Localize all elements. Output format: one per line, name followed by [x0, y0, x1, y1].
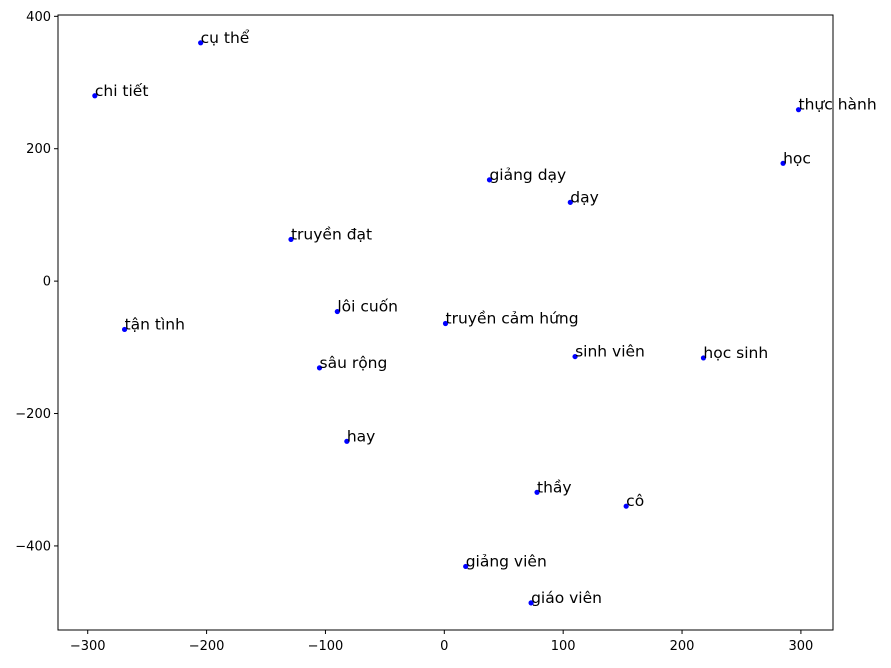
ticks-layer: −300 −200 −100 0 100 200 300 −400 −200 0 200 400 [15, 10, 813, 654]
data-point [795, 107, 802, 113]
x-tick-label: 0 [440, 639, 448, 654]
point-label: thầy [537, 478, 572, 496]
point-label: chi tiết [95, 82, 149, 100]
data-point [121, 326, 128, 333]
data-point [623, 503, 629, 509]
data-point [572, 353, 578, 360]
point-label: hay [347, 427, 376, 445]
y-tick-label: −200 [15, 407, 51, 422]
point-label: truyền đạt [291, 225, 372, 243]
x-tick-label: −300 [70, 639, 106, 654]
point-label: giảng viên [466, 552, 547, 570]
data-point [92, 93, 98, 99]
plot-frame [57, 14, 834, 631]
point-label: thực hành [799, 96, 877, 114]
data-point [344, 438, 350, 444]
point-label: tận tình [125, 315, 185, 333]
x-tick-label: 100 [551, 639, 576, 654]
point-label: học [783, 149, 811, 167]
y-tick-label: 400 [26, 10, 51, 25]
data-point [486, 177, 493, 183]
point-label: giảng dạy [489, 166, 566, 184]
point-label: học sinh [703, 344, 768, 362]
data-point [534, 489, 540, 495]
point-label: lôi cuốn [337, 298, 398, 316]
data-point [316, 365, 323, 371]
point-label: truyền cảm hứng [446, 309, 579, 327]
data-point [567, 199, 573, 205]
x-tick-label: −100 [308, 639, 344, 654]
point-label: sâu rộng [320, 354, 388, 372]
point-label: giáo viên [531, 589, 602, 607]
data-point [334, 308, 340, 315]
data-point [288, 236, 294, 243]
point-label: sinh viên [575, 343, 645, 361]
data-point [198, 40, 204, 46]
y-tick-label: 200 [26, 142, 51, 157]
data-point [528, 600, 534, 606]
data-point [700, 355, 707, 361]
y-tick-label: −400 [15, 539, 51, 554]
x-tick-label: −200 [189, 639, 225, 654]
y-tick-label: 0 [43, 275, 51, 290]
points-layer [92, 40, 802, 606]
point-label: cô [626, 492, 644, 510]
point-label: cụ thể [201, 29, 250, 47]
data-point [463, 563, 469, 570]
data-point [780, 160, 786, 166]
data-point [442, 320, 449, 327]
x-tick-label: 300 [788, 639, 813, 654]
x-tick-label: 200 [670, 639, 695, 654]
point-label: dạy [570, 188, 599, 206]
